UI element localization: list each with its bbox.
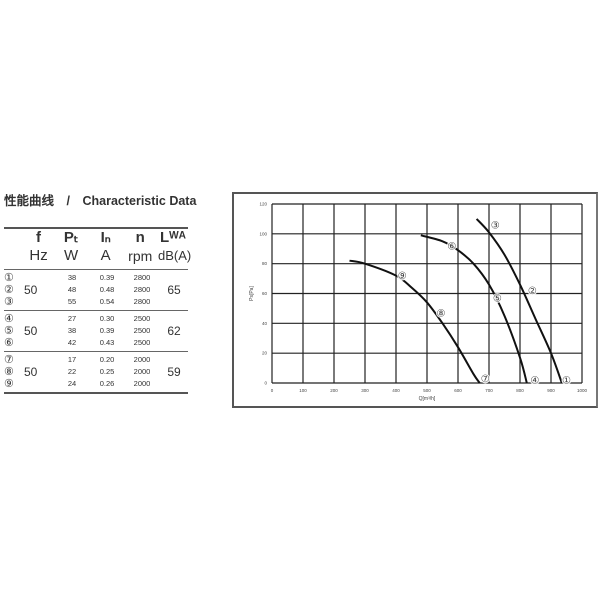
header-i: Iₙ A xyxy=(100,229,111,264)
y-tick-label: 20 xyxy=(262,351,268,356)
power-value: 48 xyxy=(67,285,77,294)
current-value: 0.30 xyxy=(99,314,115,323)
y-tick-label: 80 xyxy=(262,261,268,266)
curve-label: ⑧ xyxy=(436,308,445,319)
x-tick-label: 400 xyxy=(392,388,400,393)
current-value: 0.39 xyxy=(99,326,115,335)
section-title: 性能曲线 / Characteristic Data xyxy=(4,194,197,208)
power-value: 55 xyxy=(67,297,77,306)
curve-id: ① xyxy=(4,272,14,284)
speed-value: 2500 xyxy=(133,314,151,323)
frequency-value: 50 xyxy=(24,365,38,379)
frequency-value: 50 xyxy=(24,283,38,297)
speed-value: 2500 xyxy=(133,326,151,335)
speed-value: 2000 xyxy=(133,379,151,388)
characteristic-table: f Hz Pₜ W Iₙ A n rpm Lᵂᴬ dB(A) ① ② ③ 50 38 48 55 0.3… xyxy=(4,227,192,394)
x-tick-label: 0 xyxy=(271,388,274,393)
table-row-group: ① ② ③ 50 38 48 55 0.39 0.48 0.54 2800 2800 2800 65 xyxy=(4,270,188,311)
curve-label: ⑨ xyxy=(398,271,407,282)
table-row-group: ④ ⑤ ⑥ 50 27 38 42 0.30 0.39 0.43 2500 2500 2500 62 xyxy=(4,311,188,352)
x-tick-label: 700 xyxy=(485,388,493,393)
fan-curve-1 xyxy=(420,234,528,384)
speed-value: 2000 xyxy=(133,367,151,376)
curve-id: ② xyxy=(4,284,14,296)
curve-label: ① xyxy=(562,376,571,387)
sound-level-value: 62 xyxy=(167,324,181,338)
curve-id: ⑧ xyxy=(4,366,14,378)
power-value: 38 xyxy=(67,273,77,282)
x-tick-label: 100 xyxy=(299,388,307,393)
power-value: 27 xyxy=(67,314,77,323)
curve-label-bg xyxy=(490,219,501,230)
y-tick-label: 60 xyxy=(262,291,268,296)
curve-label-bg xyxy=(561,375,572,386)
curve-label-bg xyxy=(529,375,540,386)
curve-label-bg xyxy=(492,292,503,303)
table-header: f Hz Pₜ W Iₙ A n rpm Lᵂᴬ dB(A) xyxy=(4,229,192,270)
curve-label: ⑤ xyxy=(493,293,502,304)
speed-value: 2800 xyxy=(133,273,151,282)
curve-id: ⑦ xyxy=(4,354,14,366)
x-tick-label: 300 xyxy=(361,388,369,393)
header-l: Lᵂᴬ dB(A) xyxy=(157,229,192,263)
power-value: 42 xyxy=(67,338,77,347)
x-tick-label: 1000 xyxy=(577,388,588,393)
curve-label: ④ xyxy=(530,376,539,387)
power-value: 22 xyxy=(67,367,77,376)
curve-label-bg xyxy=(446,240,457,251)
curve-id: ⑥ xyxy=(4,337,14,349)
x-tick-label: 200 xyxy=(330,388,338,393)
current-value: 0.54 xyxy=(99,297,115,306)
curve-id: ③ xyxy=(4,296,14,308)
curve-label-bg xyxy=(397,270,408,281)
y-axis-label: Ps[Pa] xyxy=(249,286,255,301)
curve-id: ⑤ xyxy=(4,325,14,337)
y-tick-label: 40 xyxy=(262,321,268,326)
curve-label: ③ xyxy=(491,220,500,231)
current-value: 0.20 xyxy=(99,355,115,364)
curve-id: ⑨ xyxy=(4,378,14,390)
curve-label: ⑦ xyxy=(481,374,490,385)
x-tick-label: 600 xyxy=(454,388,462,393)
frequency-value: 50 xyxy=(24,324,38,338)
y-tick-label: 0 xyxy=(264,381,267,386)
current-value: 0.39 xyxy=(99,273,115,282)
header-p: Pₜ W xyxy=(63,229,79,264)
power-value: 17 xyxy=(67,355,77,364)
current-value: 0.25 xyxy=(99,367,115,376)
curve-label-bg xyxy=(435,307,446,318)
curve-label-bg xyxy=(527,285,538,296)
curve-label-bg xyxy=(480,373,491,384)
x-tick-label: 800 xyxy=(516,388,524,393)
chart-frame xyxy=(232,192,598,408)
curve-label: ② xyxy=(528,286,537,297)
speed-value: 2800 xyxy=(133,297,151,306)
x-tick-label: 500 xyxy=(423,388,431,393)
header-n: n rpm xyxy=(128,229,153,264)
fan-curve-2 xyxy=(349,259,481,384)
header-f: f Hz xyxy=(29,229,48,264)
speed-value: 2800 xyxy=(133,285,151,294)
table-row-group: ⑦ ⑧ ⑨ 50 17 22 24 0.20 0.25 0.26 2000 2000 2000 59 xyxy=(4,352,188,392)
y-tick-label: 120 xyxy=(259,202,267,207)
current-value: 0.43 xyxy=(99,338,115,347)
power-value: 24 xyxy=(67,379,77,388)
fan-curve-0 xyxy=(475,218,563,384)
speed-value: 2500 xyxy=(133,338,151,347)
x-tick-label: 900 xyxy=(547,388,555,393)
y-tick-label: 100 xyxy=(259,231,267,236)
sound-level-value: 59 xyxy=(167,365,181,379)
curve-label: ⑥ xyxy=(447,241,456,252)
curve-id: ④ xyxy=(4,313,14,325)
x-axis-label: Q[m³/h] xyxy=(419,396,436,402)
power-value: 38 xyxy=(67,326,77,335)
speed-value: 2000 xyxy=(133,355,151,364)
sound-level-value: 65 xyxy=(167,283,181,297)
current-value: 0.26 xyxy=(99,379,115,388)
current-value: 0.48 xyxy=(99,285,115,294)
